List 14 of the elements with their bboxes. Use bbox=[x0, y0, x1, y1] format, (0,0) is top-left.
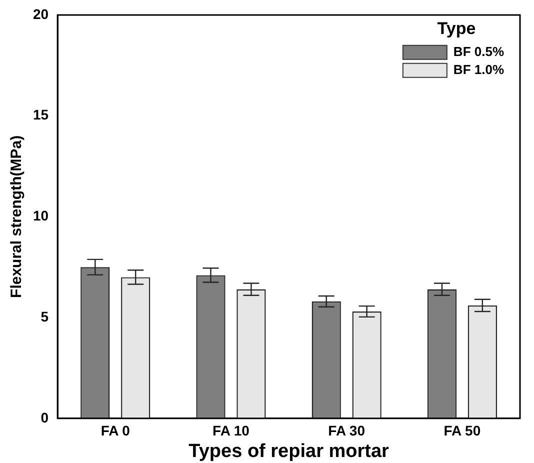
legend-label: BF 0.5% bbox=[453, 44, 504, 59]
x-tick-label: FA 50 bbox=[444, 422, 481, 439]
x-tick-label: FA 0 bbox=[100, 422, 130, 439]
legend-label: BF 1.0% bbox=[453, 62, 504, 77]
x-axis-title: Types of repiar mortar bbox=[188, 440, 390, 462]
x-tick-label: FA 10 bbox=[212, 422, 250, 439]
x-tick-label: FA 30 bbox=[328, 422, 366, 439]
y-tick-label: 20 bbox=[32, 6, 49, 22]
y-tick-label: 10 bbox=[32, 208, 49, 224]
y-axis-title: Flexural strength(MPa) bbox=[8, 135, 26, 298]
y-tick-label: 0 bbox=[40, 409, 49, 426]
y-tick-label: 15 bbox=[32, 106, 49, 123]
y-tick-label: 5 bbox=[40, 308, 49, 324]
legend-title: Type bbox=[437, 19, 476, 38]
